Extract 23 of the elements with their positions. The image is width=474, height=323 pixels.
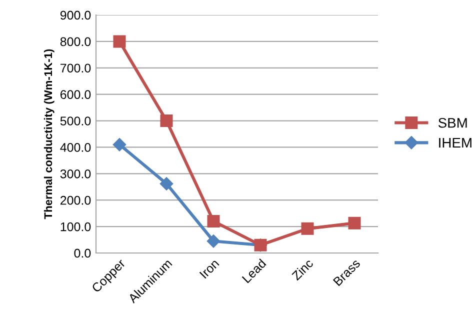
point [206, 234, 220, 248]
legend-label: SBM [438, 118, 467, 128]
point [301, 222, 314, 235]
y-tick-label: 700.0 [60, 64, 91, 73]
point [348, 216, 361, 230]
y-tick-label: 800.0 [60, 37, 91, 46]
legend-label: IHEM [439, 138, 472, 148]
y-tick-label: 400.0 [60, 143, 91, 152]
y-tick-label: 100.0 [60, 222, 91, 232]
y-tick-label: 300.0 [60, 169, 91, 178]
y-tick-label: 200.0 [60, 196, 91, 205]
x-tick-label: Zinc [291, 258, 314, 281]
y-tick-label: 0.0 [74, 248, 91, 258]
y-tick-label: 600.0 [60, 90, 91, 99]
x-tick-label: Iron [199, 258, 220, 279]
point [113, 35, 126, 48]
y-tick-label: 900.0 [60, 10, 91, 20]
y-tick-label: 500.0 [60, 116, 91, 126]
point [207, 215, 220, 228]
point [160, 114, 173, 128]
y-axis-title: Thermal conductivity (Wm-1K-1) [44, 49, 54, 220]
point [112, 138, 126, 152]
point [160, 177, 174, 190]
